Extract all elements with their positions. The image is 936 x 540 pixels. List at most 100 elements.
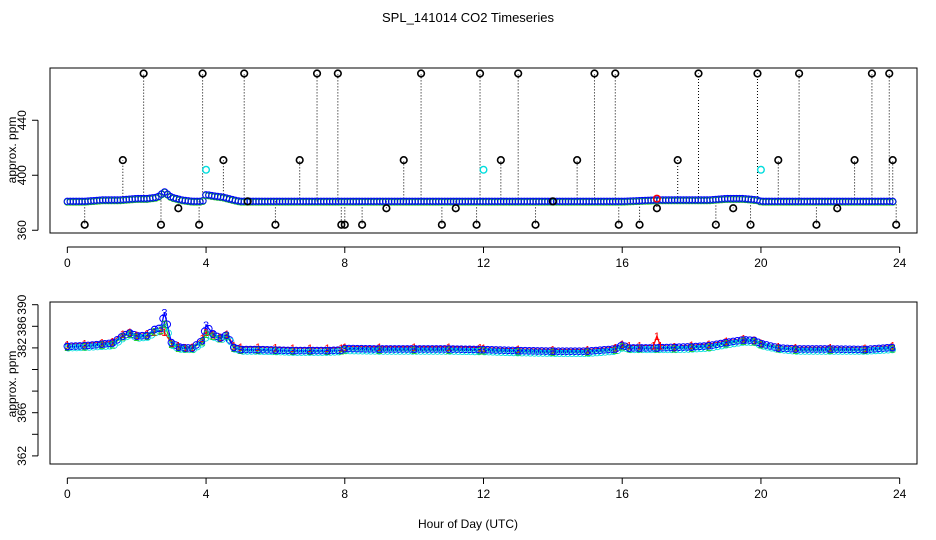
series-2-label: 2 (64, 342, 70, 354)
series-3-label: 3 (689, 342, 695, 354)
series-1-label: 1 (342, 342, 348, 354)
top-x-tick-label: 0 (64, 256, 71, 270)
spike-point (240, 69, 249, 78)
cyan-point (479, 165, 488, 174)
series-1-label: 1 (64, 340, 70, 352)
top-x-tick-label: 24 (893, 256, 907, 270)
series-2-label: 2 (741, 336, 747, 348)
series-2-label: 2 (342, 345, 348, 357)
series-3-point (184, 344, 192, 352)
series-3-point (275, 346, 284, 354)
series-3-label: 3 (584, 346, 590, 358)
bottom-y-tick-label: 382 (15, 338, 29, 358)
series-2-label: 2 (775, 343, 781, 355)
series-1-label: 1 (210, 329, 216, 341)
series-2-point (767, 344, 776, 352)
series-2-label: 2 (376, 345, 382, 357)
series-3-point (175, 343, 184, 351)
series-2-point (168, 341, 177, 349)
series-3-point (783, 344, 792, 353)
series-3-label: 3 (612, 344, 618, 356)
series-3-point (288, 346, 296, 355)
spike-point (888, 156, 897, 165)
top-y-axis-label: approx. ppm (5, 117, 19, 184)
series-2-label: 2 (612, 345, 618, 357)
spike-point (382, 204, 391, 213)
series-3-label: 3 (411, 344, 417, 356)
spike-point (295, 156, 304, 165)
series-2-label: 2 (290, 346, 296, 358)
series-3-label: 3 (324, 346, 330, 358)
series-2-label: 2 (82, 341, 88, 353)
series-2-label: 2 (120, 332, 126, 344)
series-1-label: 1 (619, 339, 625, 351)
bottom-y-axis-label: approx. ppm (5, 351, 19, 418)
series-3-label: 3 (338, 345, 344, 357)
series-1-label: 1 (775, 341, 781, 353)
series-1-label: 1 (290, 343, 296, 355)
spike-point (156, 220, 166, 229)
chart-title: SPL_141014 CO2 Timeseries (382, 10, 554, 25)
series-3-label: 3 (307, 346, 313, 358)
series-1-label: 1 (109, 336, 115, 348)
top-y-tick-label: 440 (15, 110, 29, 130)
series-3-label: 3 (224, 330, 230, 342)
series-2-label: 2 (189, 343, 195, 355)
series-2-point (751, 338, 759, 347)
spike-point (614, 220, 623, 229)
baseline-point-blue (886, 197, 894, 206)
spike-point (416, 69, 426, 78)
spike-point (652, 204, 662, 213)
series-3-label: 3 (751, 335, 757, 347)
top-x-axis: 0 4 8 12 16 20 24 (64, 246, 907, 270)
series-2-label: 2 (862, 345, 868, 357)
series-1-label: 1 (182, 342, 188, 354)
top-point-marks (80, 69, 901, 229)
series-3-point (117, 333, 126, 341)
series-3-label: 3 (161, 307, 167, 319)
baseline-point-blue (196, 197, 204, 206)
bottom-x-tick-label: 0 (64, 487, 71, 501)
series-3-point (662, 343, 671, 352)
series-2-point (763, 343, 772, 351)
series-2-point (759, 342, 768, 350)
series-1-label: 1 (706, 339, 712, 351)
series-3-label: 3 (741, 335, 747, 347)
series-3-label: 3 (446, 344, 452, 356)
spike-point (867, 69, 877, 78)
series-2-point (335, 348, 343, 356)
series-2-point (131, 333, 139, 341)
spike-point (746, 220, 755, 229)
series-3-point (163, 320, 172, 329)
series-3-point (96, 340, 105, 349)
spike-point (118, 156, 127, 165)
series-2-label: 2 (134, 332, 140, 344)
series-1-label: 1 (151, 327, 157, 339)
series-3-label: 3 (64, 341, 70, 353)
spike-point (833, 204, 842, 213)
series-2-label: 2 (338, 346, 344, 358)
series-1-label: 1 (203, 327, 209, 339)
series-3-label: 3 (477, 345, 483, 357)
series-3-point (267, 346, 276, 354)
top-y-tick-label: 400 (15, 165, 29, 185)
spike-point (80, 220, 89, 229)
series-3-point (238, 345, 246, 354)
series-2-label: 2 (272, 346, 278, 358)
series-1-label: 1 (636, 341, 642, 353)
series-1-label: 1 (144, 328, 150, 340)
series-1-label: 1 (255, 342, 261, 354)
spike-point (139, 69, 148, 78)
series-3-point (246, 345, 255, 354)
series-3-label: 3 (827, 344, 833, 356)
spike-point (711, 220, 720, 229)
series-3-label: 3 (723, 338, 729, 350)
spike-point (812, 220, 821, 229)
series-1-label: 1 (626, 341, 632, 353)
series-3-point (666, 343, 675, 352)
series-2-point (231, 345, 239, 353)
series-3-point (271, 346, 280, 354)
series-3-point (76, 342, 84, 350)
spike-point (573, 156, 582, 165)
